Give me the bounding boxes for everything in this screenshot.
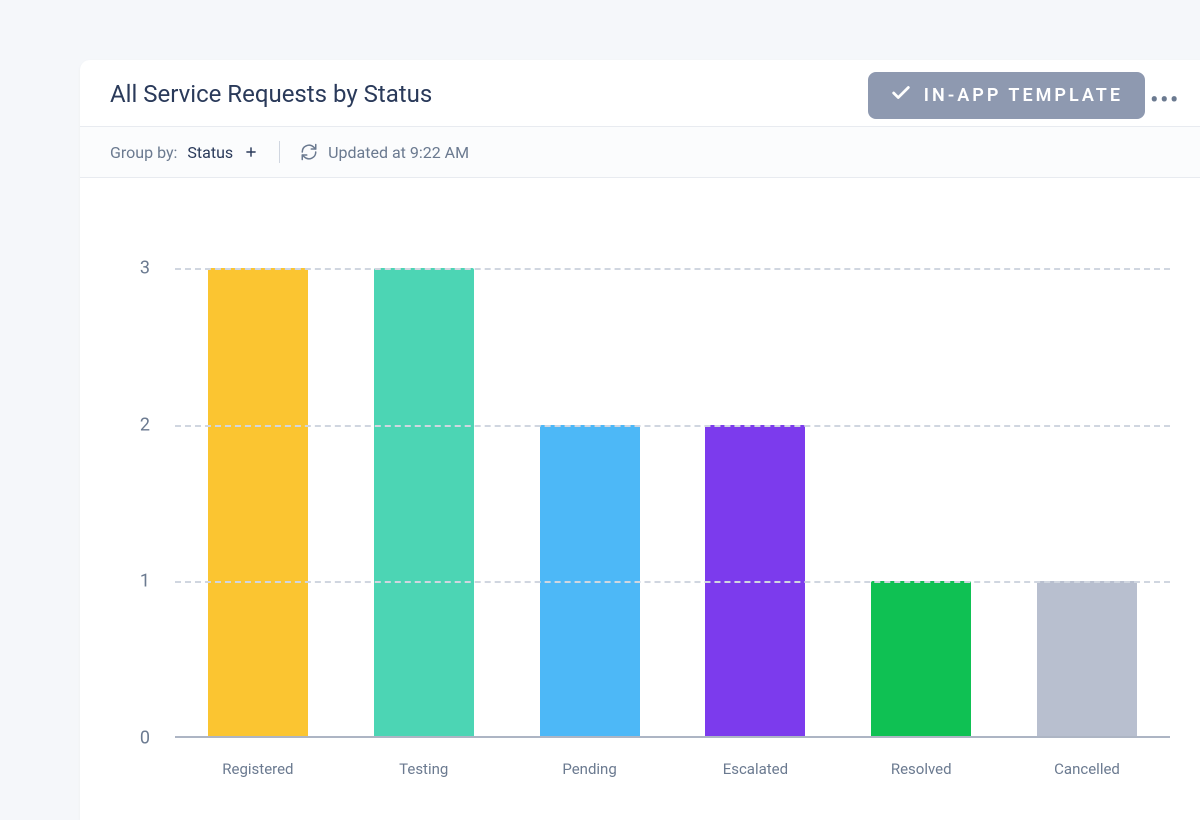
more-options-icon[interactable]: ••• bbox=[1150, 88, 1180, 113]
y-tick: 0 bbox=[140, 728, 150, 749]
in-app-template-badge: IN-APP TEMPLATE bbox=[868, 72, 1145, 119]
bar[interactable] bbox=[208, 268, 308, 738]
x-label: Pending bbox=[510, 760, 670, 778]
x-label: Registered bbox=[178, 760, 338, 778]
bars-container bbox=[175, 268, 1170, 738]
toolbar-divider bbox=[279, 141, 280, 163]
updated-text: Updated at 9:22 AM bbox=[328, 143, 469, 162]
bar[interactable] bbox=[871, 581, 971, 738]
y-axis: 0123 bbox=[110, 268, 160, 738]
gridline bbox=[175, 581, 1170, 583]
group-by-value[interactable]: Status bbox=[187, 143, 233, 162]
chart-area: 0123 RegisteredTestingPendingEscalatedRe… bbox=[80, 178, 1200, 798]
x-axis-labels: Registered Testing Pending Escalated Resolve… bbox=[175, 760, 1170, 778]
check-icon bbox=[890, 82, 912, 109]
y-tick: 3 bbox=[140, 258, 150, 279]
bar-wrap bbox=[1007, 581, 1167, 738]
toolbar: Group by: Status Updated at 9:22 AM bbox=[80, 127, 1200, 178]
badge-label: IN-APP TEMPLATE bbox=[924, 85, 1123, 106]
bar[interactable] bbox=[374, 268, 474, 738]
chart-card: IN-APP TEMPLATE ••• All Service Requests… bbox=[80, 60, 1200, 820]
x-label: Resolved bbox=[841, 760, 1001, 778]
baseline bbox=[175, 736, 1170, 738]
x-label: Escalated bbox=[675, 760, 835, 778]
bar-wrap bbox=[841, 581, 1001, 738]
plot-area bbox=[175, 268, 1170, 738]
bar-wrap bbox=[344, 268, 504, 738]
card-title: All Service Requests by Status bbox=[110, 80, 432, 108]
y-tick: 2 bbox=[140, 414, 150, 435]
refresh-icon[interactable] bbox=[300, 143, 318, 161]
add-group-icon[interactable] bbox=[243, 144, 259, 160]
gridline bbox=[175, 425, 1170, 427]
bar-wrap bbox=[178, 268, 338, 738]
y-tick: 1 bbox=[140, 571, 150, 592]
group-by-label: Group by: bbox=[110, 143, 177, 162]
x-label: Testing bbox=[344, 760, 504, 778]
bar[interactable] bbox=[1037, 581, 1137, 738]
x-label: Cancelled bbox=[1007, 760, 1167, 778]
gridline bbox=[175, 268, 1170, 270]
